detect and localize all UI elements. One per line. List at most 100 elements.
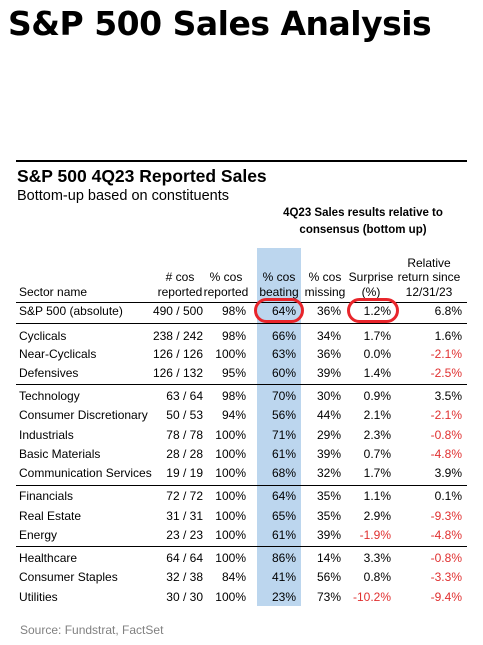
cell-pct-reported: 100% [215, 347, 246, 361]
group-header: 4Q23 Sales results relative to consensus… [283, 207, 443, 236]
cell-pct-beating: 63% [271, 347, 296, 361]
cell-surprise: 0.9% [363, 389, 391, 403]
cell-sector: Technology [19, 389, 80, 403]
cell-pct-reported: 100% [215, 466, 246, 480]
cell-cos-reported: 19 / 19 [166, 466, 203, 480]
cell-sector: Consumer Discretionary [19, 408, 148, 422]
table-divider-line [16, 384, 467, 385]
cell-pct-missing: 36% [316, 304, 341, 318]
circle-highlight-surprise [347, 298, 399, 323]
cell-surprise: 1.2% [363, 304, 391, 318]
cell-surprise: 1.1% [363, 489, 391, 503]
cell-cos-reported: 28 / 28 [166, 447, 203, 461]
cell-cos-reported: 63 / 64 [166, 389, 203, 403]
cell-pct-missing: 14% [316, 551, 341, 565]
column-header-surprise: Surprise (%) [348, 270, 394, 299]
cell-sector: Real Estate [19, 509, 82, 523]
cell-pct-reported: 100% [215, 590, 246, 604]
table-divider-line [16, 485, 467, 486]
cell-cos-reported: 78 / 78 [166, 428, 203, 442]
title-rule [16, 160, 467, 162]
cell-pct-reported: 98% [221, 329, 246, 343]
cell-relative-return: -3.3% [430, 570, 462, 584]
column-header-pct-reported: % cos reported [203, 270, 249, 299]
cell-pct-missing: 36% [316, 347, 341, 361]
cell-surprise: 2.1% [363, 408, 391, 422]
cell-pct-beating: 61% [271, 447, 296, 461]
cell-pct-beating: 64% [271, 304, 296, 318]
cell-relative-return: 0.1% [434, 489, 462, 503]
cell-pct-missing: 35% [316, 509, 341, 523]
cell-surprise: -10.2% [352, 590, 391, 604]
column-header-cos-reported: # cos reported [157, 270, 203, 299]
cell-pct-reported: 100% [215, 447, 246, 461]
cell-pct-missing: 56% [316, 570, 341, 584]
cell-pct-reported: 100% [215, 509, 246, 523]
cell-pct-beating: 65% [271, 509, 296, 523]
cell-surprise: 1.7% [363, 329, 391, 343]
cell-pct-beating: 23% [271, 590, 296, 604]
cell-relative-return: -4.8% [430, 528, 462, 542]
cell-cos-reported: 32 / 38 [166, 570, 203, 584]
cell-relative-return: -0.8% [430, 428, 462, 442]
cell-pct-missing: 73% [316, 590, 341, 604]
table-divider-line [16, 546, 467, 547]
cell-pct-beating: 68% [271, 466, 296, 480]
cell-pct-beating: 70% [271, 389, 296, 403]
cell-pct-beating: 86% [271, 551, 296, 565]
cell-cos-reported: 64 / 64 [166, 551, 203, 565]
cell-relative-return: 1.6% [434, 329, 462, 343]
cell-pct-missing: 39% [316, 366, 341, 380]
cell-cos-reported: 72 / 72 [166, 489, 203, 503]
cell-sector: Financials [19, 489, 74, 503]
cell-surprise: 0.7% [363, 447, 391, 461]
cell-sector: Communication Services [19, 466, 152, 480]
column-header-pct-missing: % cos missing [304, 270, 346, 299]
cell-cos-reported: 238 / 242 [152, 329, 203, 343]
cell-pct-reported: 94% [221, 408, 246, 422]
cell-sector: Cyclicals [19, 329, 67, 343]
cell-surprise: 1.4% [363, 366, 391, 380]
cell-pct-reported: 98% [221, 304, 246, 318]
cell-pct-missing: 39% [316, 447, 341, 461]
cell-pct-beating: 60% [271, 366, 296, 380]
cell-pct-beating: 66% [271, 329, 296, 343]
cell-pct-reported: 84% [221, 570, 246, 584]
cell-sector: Industrials [19, 428, 74, 442]
cell-sector: Energy [19, 528, 58, 542]
cell-pct-reported: 100% [215, 528, 246, 542]
cell-relative-return: -2.1% [430, 408, 462, 422]
table-divider-line [16, 302, 467, 303]
cell-pct-missing: 32% [316, 466, 341, 480]
cell-relative-return: -9.3% [430, 509, 462, 523]
cell-pct-reported: 100% [215, 428, 246, 442]
cell-pct-reported: 95% [221, 366, 246, 380]
cell-pct-beating: 61% [271, 528, 296, 542]
cell-relative-return: -9.4% [430, 590, 462, 604]
cell-cos-reported: 490 / 500 [152, 304, 203, 318]
cell-surprise: 0.8% [363, 570, 391, 584]
cell-surprise: 3.3% [363, 551, 391, 565]
cell-cos-reported: 23 / 23 [166, 528, 203, 542]
cell-relative-return: 3.5% [434, 389, 462, 403]
cell-surprise: 2.9% [363, 509, 391, 523]
cell-pct-beating: 41% [271, 570, 296, 584]
cell-cos-reported: 30 / 30 [166, 590, 203, 604]
cell-cos-reported: 31 / 31 [166, 509, 203, 523]
cell-sector: Defensives [19, 366, 79, 380]
cell-relative-return: -2.5% [430, 366, 462, 380]
table-title: S&P 500 4Q23 Reported Sales [17, 166, 267, 186]
cell-surprise: 0.0% [363, 347, 391, 361]
cell-relative-return: 6.8% [434, 304, 462, 318]
cell-pct-missing: 29% [316, 428, 341, 442]
cell-pct-missing: 35% [316, 489, 341, 503]
cell-pct-reported: 100% [215, 489, 246, 503]
table-divider-line [16, 323, 467, 324]
column-header-pct-beating: % cos beating [259, 270, 299, 299]
cell-cos-reported: 50 / 53 [166, 408, 203, 422]
cell-pct-missing: 44% [316, 408, 341, 422]
cell-surprise: -1.9% [359, 528, 391, 542]
page-title: S&P 500 Sales Analysis [8, 4, 432, 43]
cell-sector: Utilities [19, 590, 58, 604]
cell-relative-return: -4.8% [430, 447, 462, 461]
